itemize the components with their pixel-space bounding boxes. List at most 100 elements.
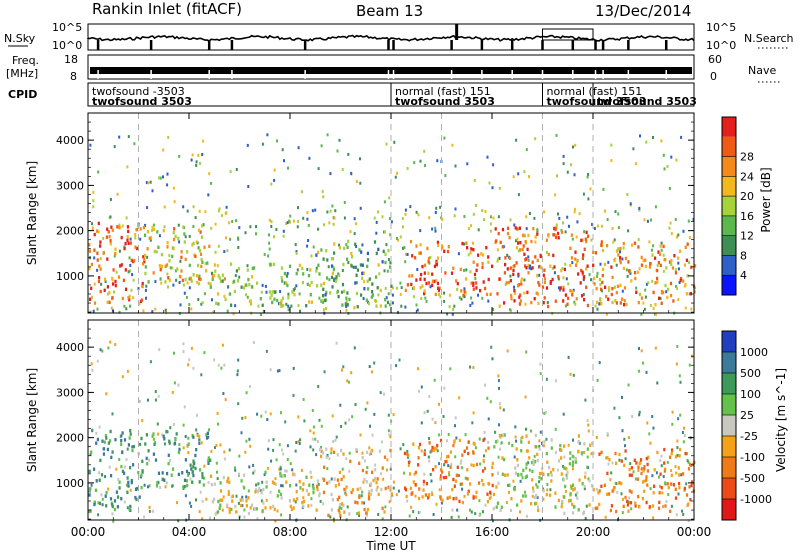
heatmap-cell	[430, 490, 433, 494]
heatmap-cell	[472, 248, 475, 252]
heatmap-cell	[645, 282, 648, 286]
heatmap-cell	[373, 216, 376, 220]
heatmap-cell	[446, 312, 449, 316]
heatmap-cell	[487, 277, 490, 282]
heatmap-cell	[264, 284, 267, 288]
heatmap-cell	[234, 304, 237, 308]
heatmap-cell	[675, 513, 678, 517]
colorbar-frame	[721, 116, 737, 296]
heatmap-cell	[111, 228, 114, 232]
heatmap-cell	[176, 267, 179, 271]
heatmap-cell	[276, 369, 279, 373]
heatmap-cell	[109, 429, 112, 434]
heatmap-cell	[676, 453, 679, 457]
heatmap-cell	[270, 220, 273, 224]
heatmap-cell	[173, 227, 176, 231]
heatmap-cell	[316, 487, 319, 492]
heatmap-cell	[406, 455, 409, 459]
heatmap-cell	[542, 301, 545, 305]
heatmap-cell	[538, 447, 541, 451]
heatmap-cell	[91, 428, 94, 433]
heatmap-cell	[303, 419, 306, 423]
heatmap-cell	[298, 263, 301, 268]
heatmap-cell	[371, 470, 374, 474]
heatmap-cell	[484, 449, 487, 453]
heatmap-cell	[445, 460, 449, 464]
heatmap-cell	[98, 264, 101, 268]
heatmap-cell	[414, 483, 417, 487]
heatmap-cell	[483, 430, 486, 434]
heatmap-cell	[506, 226, 510, 230]
heatmap-cell	[264, 410, 267, 414]
heatmap-cell	[243, 508, 246, 512]
heatmap-cell	[129, 488, 132, 492]
heatmap-cell	[576, 491, 579, 495]
heatmap-cell	[453, 214, 456, 218]
heatmap-cell	[565, 467, 568, 471]
heatmap-cell	[297, 219, 299, 223]
heatmap-cell	[133, 258, 136, 263]
heatmap-cell	[575, 297, 578, 301]
heatmap-cell	[615, 249, 618, 253]
heatmap-cell	[96, 359, 99, 363]
heatmap-cell	[164, 485, 167, 489]
heatmap-cell	[534, 255, 537, 259]
heatmap-cell	[312, 485, 315, 489]
heatmap-cell	[200, 235, 204, 239]
heatmap-cell	[670, 293, 673, 298]
heatmap-cell	[100, 282, 103, 286]
heatmap-cell	[182, 205, 185, 209]
heatmap-cell	[97, 279, 101, 284]
heatmap-cell	[412, 480, 415, 484]
heatmap-cell	[88, 469, 91, 474]
heatmap-cell	[496, 292, 499, 296]
heatmap-cell	[97, 221, 100, 226]
heatmap-cell	[153, 442, 156, 447]
heatmap-cell	[682, 229, 685, 233]
heatmap-cell	[336, 478, 339, 482]
colorbar-segment	[722, 499, 736, 520]
xtick-label: 16:00	[475, 525, 510, 539]
heatmap-cell	[346, 379, 349, 383]
heatmap-cell	[241, 495, 244, 499]
heatmap-cell	[329, 172, 332, 176]
heatmap-cell	[178, 154, 181, 158]
heatmap-cell	[510, 293, 513, 298]
heatmap-cell	[442, 475, 445, 480]
ytick-label: 2000	[56, 225, 84, 238]
heatmap-cell	[296, 225, 299, 229]
heatmap-cell	[573, 300, 576, 304]
heatmap-cell	[368, 497, 371, 501]
heatmap-cell	[127, 229, 130, 234]
colorbar-segment	[722, 275, 736, 295]
heatmap-cell	[95, 441, 98, 445]
heatmap-cell	[123, 304, 126, 308]
heatmap-cell	[627, 436, 630, 440]
heatmap-cell	[140, 436, 143, 441]
heatmap-cell	[149, 360, 152, 364]
heatmap-cell	[497, 374, 500, 378]
heatmap-cell	[497, 379, 500, 383]
heatmap-cell	[306, 244, 309, 248]
heatmap-cell	[381, 517, 384, 521]
heatmap-cell	[684, 283, 687, 287]
time-axis-label: Time UT	[365, 539, 416, 553]
heatmap-cell	[568, 462, 571, 466]
heatmap-cell	[469, 365, 472, 369]
heatmap-cell	[455, 436, 458, 440]
heatmap-cell	[107, 230, 110, 234]
heatmap-cell	[211, 277, 214, 281]
heatmap-cell	[346, 291, 349, 295]
heatmap-cell	[201, 260, 204, 264]
heatmap-cell	[577, 434, 580, 438]
heatmap-cell	[245, 504, 248, 508]
heatmap-cell	[553, 271, 556, 275]
heatmap-cell	[580, 238, 583, 243]
heatmap-cell	[322, 502, 325, 506]
heatmap-cell	[453, 304, 456, 308]
heatmap-cell	[246, 143, 249, 147]
heatmap-cell	[388, 303, 391, 307]
heatmap-cell	[221, 498, 224, 502]
heatmap-cell	[545, 377, 548, 381]
